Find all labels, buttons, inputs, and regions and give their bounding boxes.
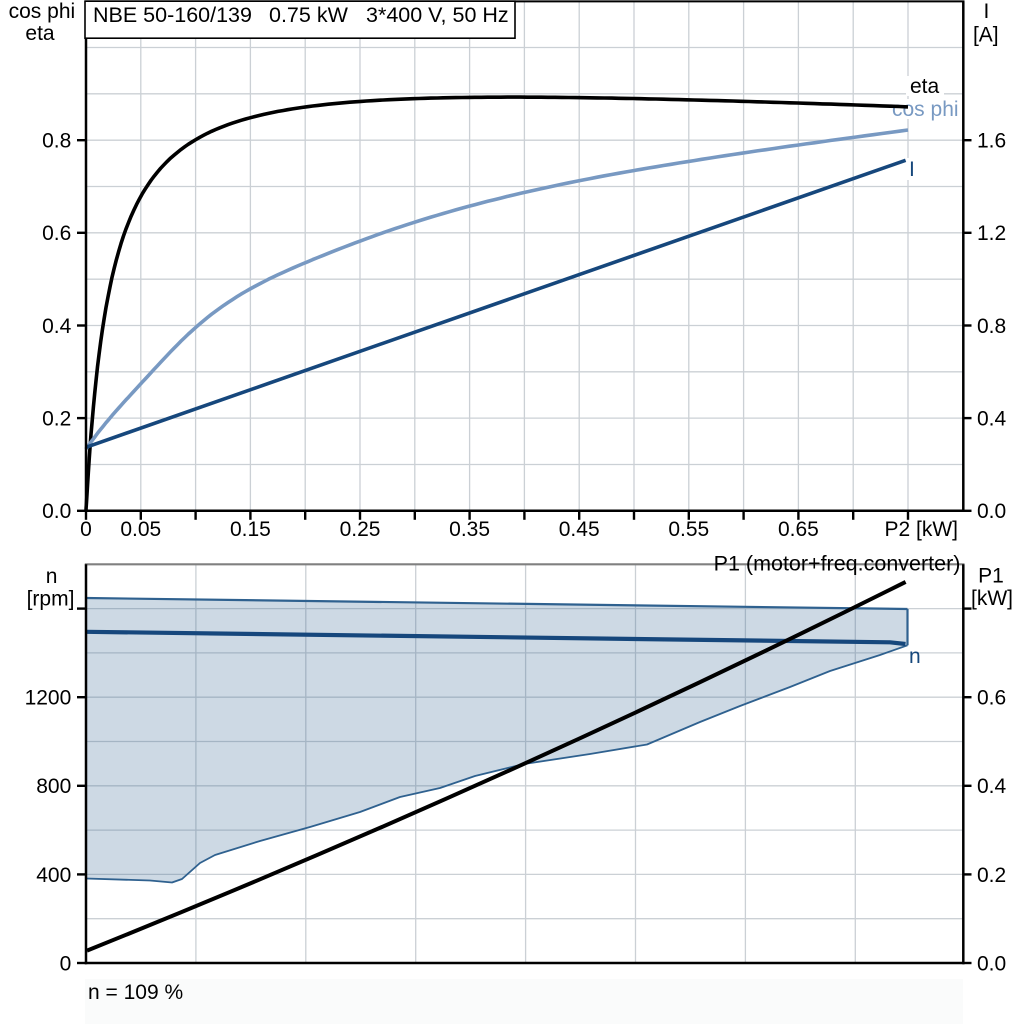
svg-text:P2 [kW]: P2 [kW] bbox=[884, 518, 958, 541]
svg-text:0.0: 0.0 bbox=[977, 952, 1006, 975]
svg-text:[rpm]: [rpm] bbox=[27, 588, 75, 611]
svg-text:I: I bbox=[983, 0, 989, 23]
svg-text:1.6: 1.6 bbox=[977, 130, 1006, 153]
svg-text:eta: eta bbox=[910, 75, 940, 98]
svg-text:800: 800 bbox=[36, 775, 71, 798]
svg-text:0.2: 0.2 bbox=[977, 864, 1006, 887]
svg-text:0.65: 0.65 bbox=[778, 518, 819, 541]
svg-text:0.4: 0.4 bbox=[977, 775, 1007, 798]
svg-text:0.45: 0.45 bbox=[559, 518, 600, 541]
svg-text:0.15: 0.15 bbox=[230, 518, 271, 541]
svg-text:n: n bbox=[909, 645, 921, 668]
svg-text:cos phi: cos phi bbox=[9, 0, 76, 23]
svg-text:0.0: 0.0 bbox=[42, 500, 71, 523]
svg-text:0.55: 0.55 bbox=[668, 518, 709, 541]
svg-text:3*400 V, 50 Hz: 3*400 V, 50 Hz bbox=[366, 3, 509, 27]
svg-text:0: 0 bbox=[80, 518, 92, 541]
svg-text:0.35: 0.35 bbox=[449, 518, 490, 541]
svg-text:0.4: 0.4 bbox=[42, 315, 72, 338]
svg-text:I: I bbox=[909, 158, 915, 181]
svg-text:n = 109 %: n = 109 % bbox=[88, 981, 183, 1004]
svg-text:n: n bbox=[46, 565, 58, 588]
svg-text:0.2: 0.2 bbox=[42, 408, 71, 431]
svg-text:0.8: 0.8 bbox=[42, 130, 71, 153]
svg-text:1200: 1200 bbox=[25, 687, 72, 710]
svg-text:0.8: 0.8 bbox=[977, 315, 1006, 338]
svg-text:1.2: 1.2 bbox=[977, 222, 1006, 245]
svg-text:cos phi: cos phi bbox=[892, 98, 959, 121]
svg-text:[A]: [A] bbox=[973, 23, 999, 46]
svg-text:400: 400 bbox=[36, 864, 71, 887]
svg-text:0.75 kW: 0.75 kW bbox=[269, 3, 349, 27]
svg-text:0: 0 bbox=[60, 952, 72, 975]
svg-text:P1: P1 bbox=[978, 565, 1004, 588]
svg-text:0.0: 0.0 bbox=[977, 500, 1006, 523]
svg-text:0.6: 0.6 bbox=[977, 687, 1006, 710]
svg-text:0.6: 0.6 bbox=[42, 222, 71, 245]
svg-text:NBE 50-160/139: NBE 50-160/139 bbox=[93, 3, 252, 27]
svg-text:eta: eta bbox=[25, 22, 55, 45]
svg-text:0.05: 0.05 bbox=[120, 518, 161, 541]
svg-text:P1 (motor+freq.converter): P1 (motor+freq.converter) bbox=[714, 552, 961, 576]
svg-text:0.4: 0.4 bbox=[977, 408, 1007, 431]
svg-text:[kW]: [kW] bbox=[971, 587, 1013, 610]
svg-text:0.25: 0.25 bbox=[340, 518, 381, 541]
